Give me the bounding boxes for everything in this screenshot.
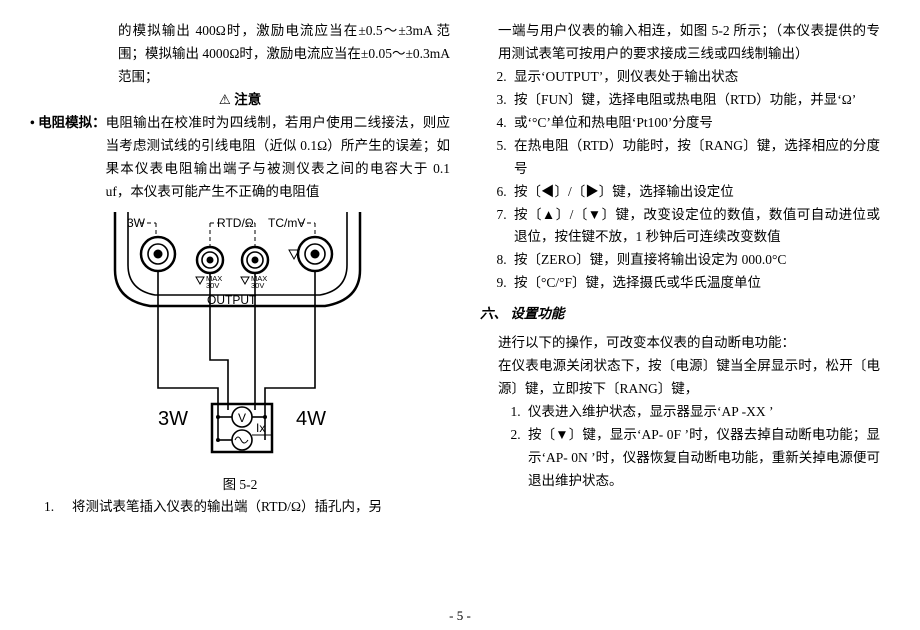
jack-rtd-pos	[242, 247, 268, 273]
jack-tc	[298, 237, 332, 271]
resistance-sim-text: 电阻输出在校准时为四线制，若用户使用二线接法，则应当考虑测试线的引线电阻（近似 …	[106, 112, 450, 204]
label-tc: TC/mV	[268, 216, 305, 230]
label-rtd: RTD/Ω	[217, 216, 254, 230]
figure-caption: 图 5-2	[30, 474, 450, 497]
warning-label: 注意	[234, 92, 261, 107]
ix-label: Ix	[256, 421, 265, 435]
v-label: V	[238, 411, 246, 425]
step-3: 按〔FUN〕键，选择电阻或热电阻（RTD）功能，并显‘Ω’	[510, 89, 880, 112]
left-column: 的模拟输出 400Ω时，激励电流应当在±0.5～±3mA 范围；模拟输出 400…	[30, 20, 450, 519]
step-1-row: 1. 将测试表笔插入仪表的输出端（RTD/Ω）插孔内，另	[30, 496, 450, 519]
figure-5-2: 3W RTD/Ω TC/mV MAX 30V MAX 30	[100, 210, 450, 470]
jack-3w	[141, 237, 175, 271]
jack-rtd-neg	[197, 247, 223, 273]
label-3w-top: 3W	[127, 216, 146, 230]
section-6-heading: 六、 设置功能	[480, 303, 880, 326]
warning-icon: ⚠	[219, 92, 231, 107]
max-left: MAX 30V	[196, 274, 222, 290]
step-9: 按〔°C/°F〕键，选择摄氏或华氏温度单位	[510, 272, 880, 295]
page-number: - 5 -	[0, 608, 920, 624]
connection-diagram-svg: 3W RTD/Ω TC/mV MAX 30V MAX 30	[100, 210, 400, 470]
resistance-sim-row: • 电阻模拟： 电阻输出在校准时为四线制，若用户使用二线接法，则应当考虑测试线的…	[30, 112, 450, 204]
step-4: 或‘°C’单位和热电阻‘Pt100’分度号	[510, 112, 880, 135]
settings-sublist: 仪表进入维护状态，显示器显示‘AP -XX ’ 按〔▼〕键，显示‘AP- 0F …	[480, 401, 880, 493]
continuation-text: 一端与用户仪表的输入相连，如图 5-2 所示；（本仪表提供的专用测试表笔可按用户…	[480, 20, 880, 66]
label-3w-big: 3W	[158, 408, 188, 430]
settings-p2: 在仪表电源关闭状态下，按〔电源〕键当全屏显示时，松开〔电源〕键，立即按下〔RAN…	[480, 355, 880, 401]
step-5: 在热电阻（RTD）功能时，按〔RANG〕键，选择相应的分度号	[510, 135, 880, 181]
steps-list: 显示‘OUTPUT’，则仪表处于输出状态 按〔FUN〕键，选择电阻或热电阻（RT…	[480, 66, 880, 295]
label-4w-big: 4W	[296, 408, 326, 430]
resistance-sim-label-text: • 电阻模拟：	[30, 115, 106, 130]
wire-4w	[265, 271, 315, 404]
resistance-sim-label: • 电阻模拟：	[30, 112, 106, 204]
paragraph-excitation-current: 的模拟输出 400Ω时，激励电流应当在±0.5～±3mA 范围；模拟输出 400…	[30, 20, 450, 89]
step-8: 按〔ZERO〕键，则直接将输出设定为 000.0°C	[510, 249, 880, 272]
max-right: MAX 30V	[241, 274, 267, 290]
right-column: 一端与用户仪表的输入相连，如图 5-2 所示；（本仪表提供的专用测试表笔可按用户…	[480, 20, 880, 519]
step-1-text: 将测试表笔插入仪表的输出端（RTD/Ω）插孔内，另	[72, 496, 450, 519]
step-6: 按〔◀〕/〔▶〕键，选择输出设定位	[510, 181, 880, 204]
step-2: 显示‘OUTPUT’，则仪表处于输出状态	[510, 66, 880, 89]
settings-p1: 进行以下的操作，可改变本仪表的自动断电功能：	[480, 332, 880, 355]
page: 的模拟输出 400Ω时，激励电流应当在±0.5～±3mA 范围；模拟输出 400…	[0, 0, 920, 529]
settings-sub-1: 仪表进入维护状态，显示器显示‘AP -XX ’	[524, 401, 880, 424]
svg-text:30V: 30V	[251, 281, 264, 290]
step-1-num: 1.	[44, 496, 72, 519]
settings-sub-2: 按〔▼〕键，显示‘AP- 0F ’时，仪器去掉自动断电功能；显示‘AP- 0N …	[524, 424, 880, 493]
svg-text:30V: 30V	[206, 281, 219, 290]
wire-3w	[158, 271, 218, 404]
step-7: 按〔▲〕/〔▼〕键，改变设定位的数值，数值可自动进位或退位，按住键不放，1 秒钟…	[510, 204, 880, 250]
label-output: OUTPUT	[207, 293, 257, 307]
warning-line: ⚠ 注意	[30, 89, 450, 112]
